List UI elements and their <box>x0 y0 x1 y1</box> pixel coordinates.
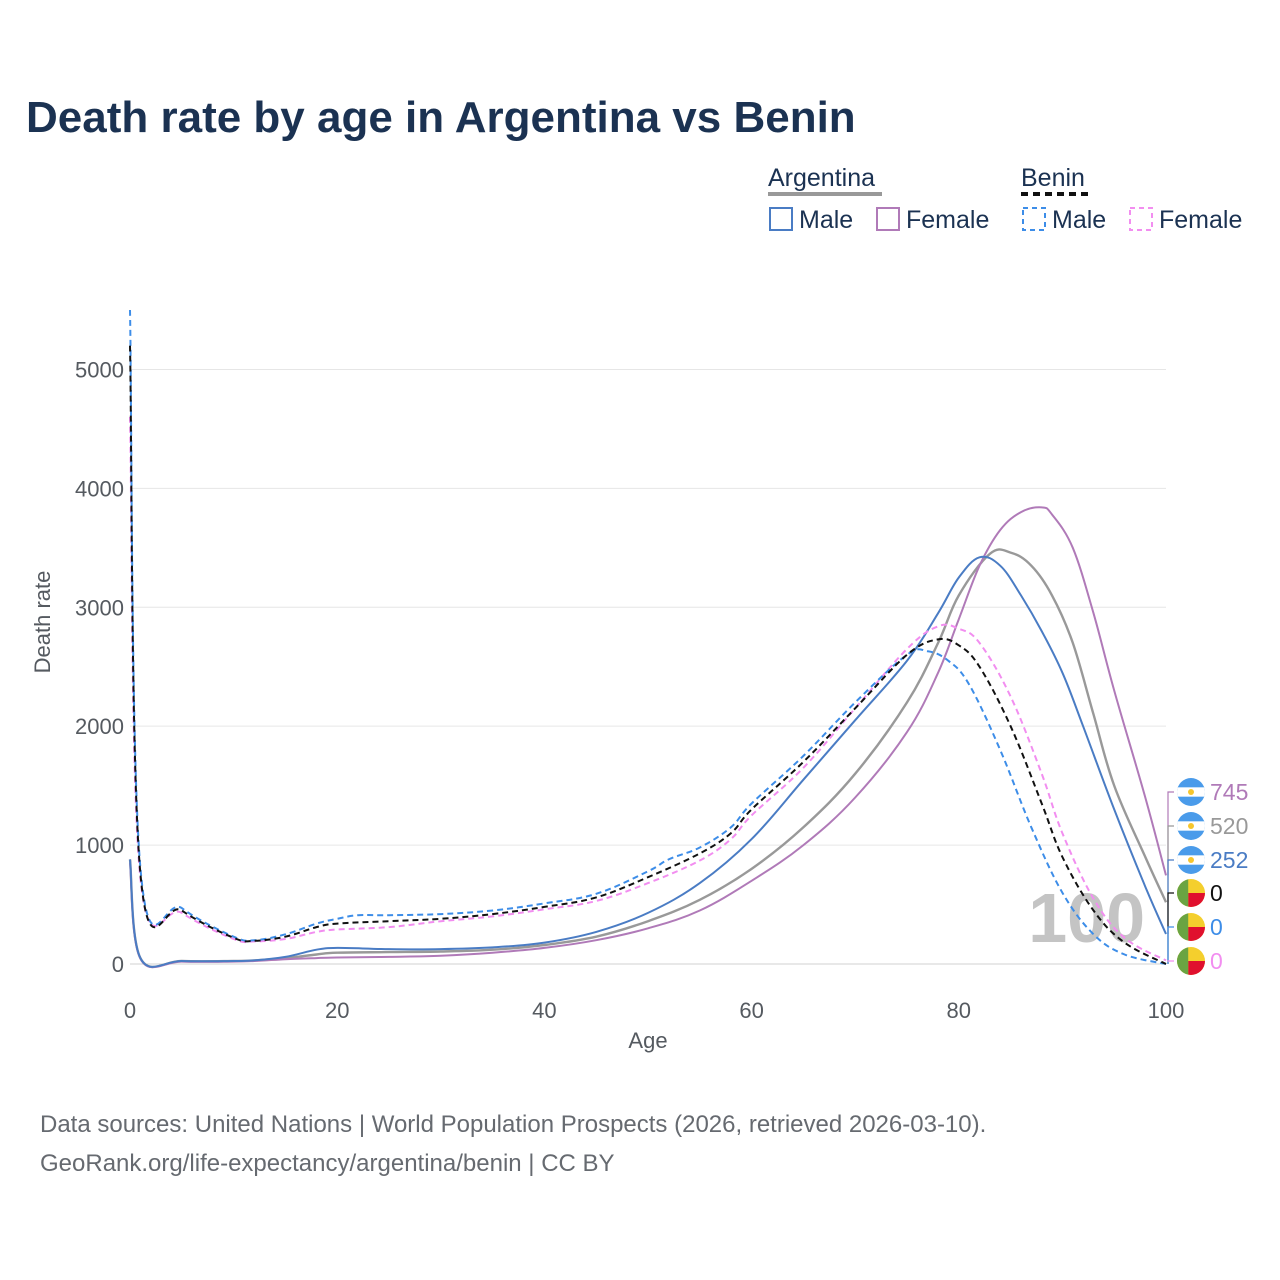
x-axis-label: Age <box>628 1028 667 1053</box>
grid <box>130 368 1166 965</box>
series-line-benin-male[interactable] <box>129 309 1167 965</box>
flag-argentina-icon <box>1177 846 1205 874</box>
y-axis-label: Death rate <box>30 571 55 674</box>
x-tick-label: 100 <box>1148 998 1185 1023</box>
series-line-benin-total[interactable] <box>129 345 1167 965</box>
legend-swatch-argentina-female <box>876 207 900 231</box>
legend-swatch-argentina-male <box>769 207 793 231</box>
x-tick-label: 0 <box>124 998 136 1023</box>
source-line-1: Data sources: United Nations | World Pop… <box>40 1111 986 1138</box>
y-tick-label: 4000 <box>75 476 124 501</box>
legend-item-benin-female: Female <box>1159 206 1242 234</box>
end-value-benin-female: 0 <box>1210 948 1223 974</box>
end-label-connector <box>1167 859 1174 934</box>
flag-benin-icon <box>1177 913 1205 941</box>
end-value-benin-total: 0 <box>1210 880 1223 906</box>
flag-benin-icon <box>1177 947 1205 975</box>
y-tick-label: 0 <box>112 952 124 977</box>
end-label-connector <box>1167 825 1174 903</box>
series-lines <box>128 309 1168 969</box>
series-line-argentina-male[interactable] <box>129 555 1167 968</box>
end-label-connector <box>1167 960 1174 962</box>
legend-group-argentina[interactable]: Argentina Male Female <box>768 164 989 234</box>
end-value-benin-male: 0 <box>1210 914 1223 940</box>
flag-argentina-icon <box>1177 812 1205 840</box>
source-line-2: GeoRank.org/life-expectancy/argentina/be… <box>40 1150 615 1177</box>
end-label-connector <box>1167 791 1174 876</box>
legend-group-label-argentina: Argentina <box>768 164 875 192</box>
x-axis-ticks: 0 20 40 60 80 100 <box>124 998 1184 1023</box>
x-tick-label: 80 <box>947 998 971 1023</box>
end-label-connector <box>1167 926 1174 964</box>
x-tick-label: 20 <box>325 998 349 1023</box>
y-axis-ticks: 0 1000 2000 3000 4000 5000 <box>75 357 124 977</box>
y-tick-label: 3000 <box>75 595 124 620</box>
series-line-argentina-total[interactable] <box>128 548 1168 969</box>
series-line-argentina-female[interactable] <box>129 506 1167 969</box>
y-tick-label: 5000 <box>75 357 124 382</box>
end-label-connector <box>1167 892 1174 964</box>
legend-swatch-benin-female <box>1129 207 1153 231</box>
flag-benin-icon <box>1177 879 1205 907</box>
end-labels: 745 520 252 0 0 0 <box>1167 778 1248 975</box>
legend: Argentina Male Female Benin Male Female <box>768 164 1242 234</box>
y-tick-label: 2000 <box>75 714 124 739</box>
end-value-argentina-male: 252 <box>1210 847 1248 873</box>
legend-item-argentina-male: Male <box>799 206 853 234</box>
legend-item-argentina-female: Female <box>906 206 989 234</box>
legend-swatch-benin-male <box>1022 207 1046 231</box>
legend-item-benin-male: Male <box>1052 206 1106 234</box>
series-line-benin-female[interactable] <box>129 416 1167 962</box>
x-tick-label: 40 <box>532 998 556 1023</box>
end-value-argentina-total: 520 <box>1210 813 1248 839</box>
legend-group-benin[interactable]: Benin Male Female <box>1021 164 1242 234</box>
flag-argentina-icon <box>1177 778 1205 806</box>
legend-group-label-benin: Benin <box>1021 164 1085 192</box>
y-tick-label: 1000 <box>75 833 124 858</box>
x-tick-label: 60 <box>739 998 763 1023</box>
end-value-argentina-female: 745 <box>1210 779 1248 805</box>
chart-title: Death rate by age in Argentina vs Benin <box>26 93 856 142</box>
